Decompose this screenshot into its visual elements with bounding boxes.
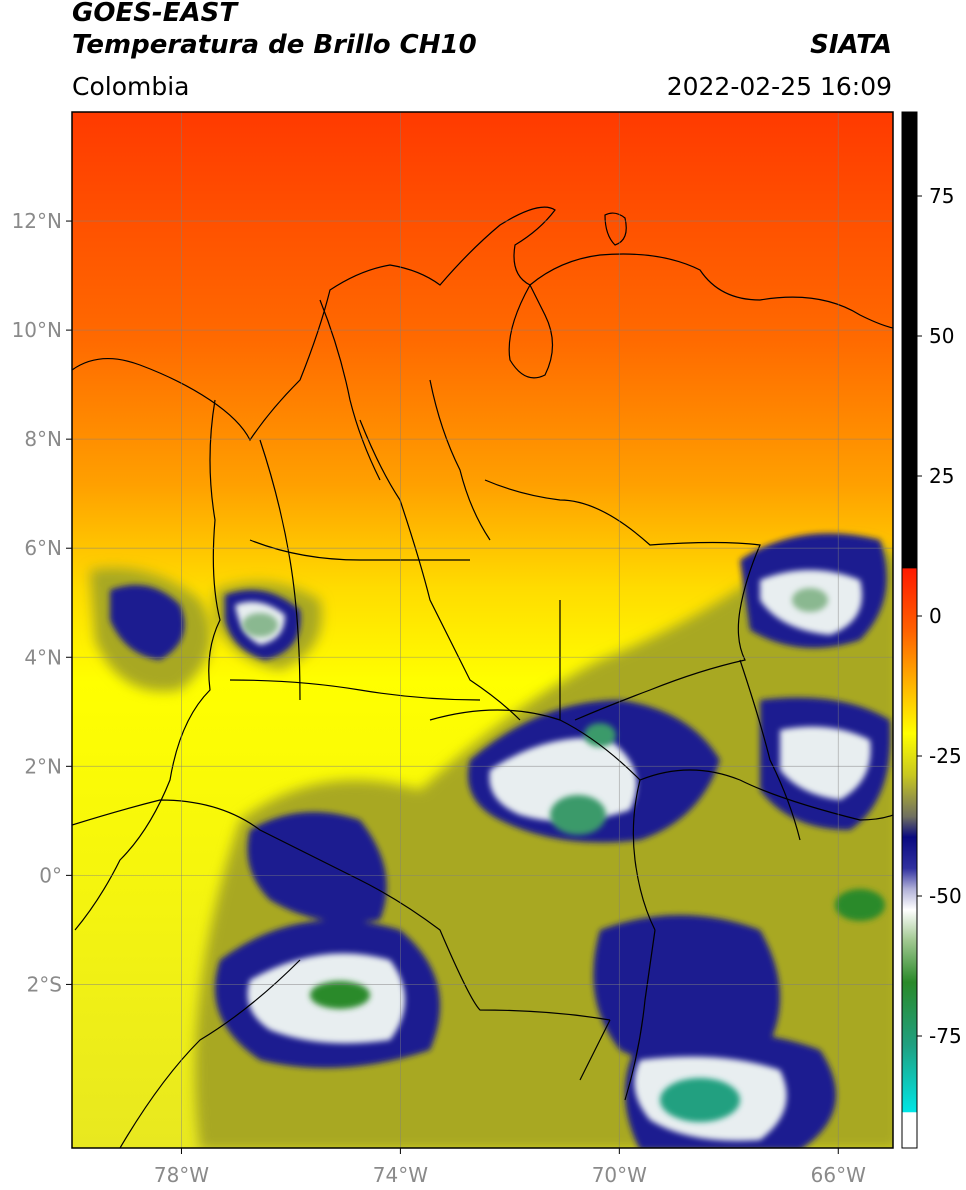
latitude-labels: 12°N 10°N 8°N 6°N 4°N 2°N 0° 2°S (12, 209, 72, 996)
title-satellite: GOES-EAST (72, 0, 238, 28)
lat-tick-label: 10°N (12, 318, 62, 342)
longitude-labels: 78°W 74°W 70°W 66°W (154, 1148, 866, 1187)
map-frame (71, 111, 894, 1149)
colorbar-tick-label: -75 (929, 1024, 962, 1048)
lon-tick-label: 74°W (373, 1163, 428, 1187)
colorbar-tick-label: -25 (929, 744, 962, 768)
colorbar-ticks: 75 50 25 0 -25 -50 -75 (917, 184, 962, 1048)
lat-tick-label: 6°N (24, 536, 62, 560)
graticule (72, 112, 893, 1148)
lat-tick-label: 0° (39, 863, 62, 887)
lat-tick-label: 8°N (24, 427, 62, 451)
lat-tick-label: 2°S (27, 972, 62, 996)
brand-label: SIATA (810, 30, 892, 60)
colorbar (902, 112, 917, 1148)
cloud-tops-green (242, 588, 885, 1122)
colorbar-tick-label: 75 (929, 184, 954, 208)
colorbar-tick-label: -50 (929, 884, 962, 908)
map-outlines (72, 206, 893, 1148)
colorbar-tick-label: 25 (929, 464, 954, 488)
colorbar-frame (901, 111, 918, 1149)
lon-tick-label: 70°W (592, 1163, 647, 1187)
lon-tick-label: 66°W (811, 1163, 866, 1187)
lat-tick-label: 4°N (24, 645, 62, 669)
colorbar-tick-label: 50 (929, 324, 954, 348)
timestamp-label: 2022-02-25 16:09 (666, 72, 892, 101)
map-panel (72, 112, 893, 1148)
lat-tick-label: 2°N (24, 754, 62, 778)
colorbar-tick-label: 0 (929, 604, 942, 628)
title-product: Temperatura de Brillo CH10 (72, 30, 477, 60)
region-label: Colombia (72, 72, 190, 101)
lat-tick-label: 12°N (12, 209, 62, 233)
lon-tick-label: 78°W (154, 1163, 209, 1187)
